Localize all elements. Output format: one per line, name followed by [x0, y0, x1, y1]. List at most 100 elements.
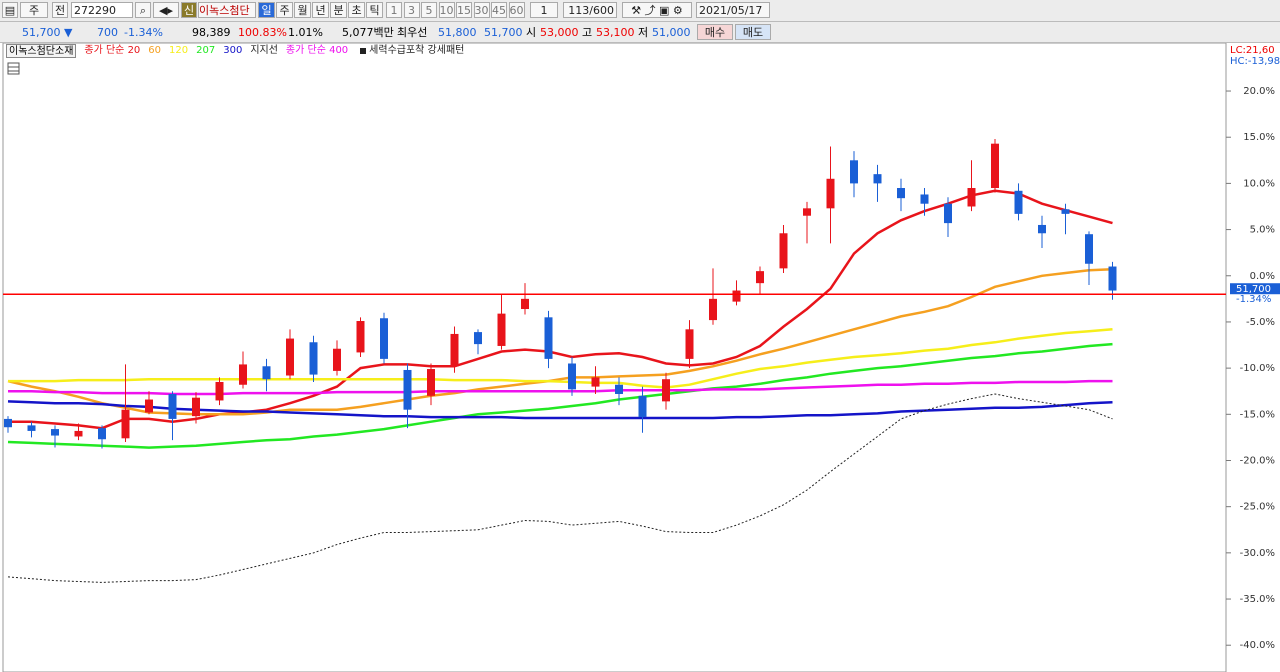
new-badge[interactable]: 신	[181, 2, 197, 18]
ma-line	[8, 189, 1113, 430]
y-tick-label: -40.0%	[1240, 640, 1275, 651]
hc-label: HC:-13,98	[1230, 56, 1280, 67]
legend-entry[interactable]: 300	[223, 45, 243, 56]
interval-button[interactable]: 1	[386, 2, 402, 18]
search-button[interactable]: ⌕	[135, 2, 151, 18]
y-tick-label: 20.0%	[1243, 86, 1275, 97]
candle-body	[239, 364, 247, 385]
legend-entry[interactable]: 종가 단순 20	[84, 45, 141, 56]
y-tick-label: -15.0%	[1240, 409, 1275, 420]
change: 700	[97, 26, 118, 39]
chart: LC:21,60 HC:-13,98 20.0% 15.0% 10.0% 5.0% 0.…	[2, 43, 1280, 672]
candle-body	[356, 321, 365, 353]
candle-body	[944, 203, 952, 224]
candle-body	[403, 369, 412, 410]
candle-body	[168, 393, 177, 419]
candle-body	[1085, 234, 1093, 264]
ma-line	[8, 379, 1113, 396]
period-button[interactable]: 주	[276, 2, 293, 18]
y-tick-label: -35.0%	[1240, 594, 1275, 605]
price-tag-bg	[1230, 283, 1280, 295]
candle-body	[591, 377, 600, 387]
tool-icons[interactable]: ⚒ ⤴ ▣ ⚙	[622, 2, 692, 18]
candle-body	[1108, 266, 1117, 291]
candle-body	[803, 208, 811, 216]
price-tag: 51,700	[1236, 284, 1271, 295]
y-tick-label: -20.0%	[1240, 455, 1275, 466]
interval-button[interactable]: 10	[438, 2, 455, 18]
y-tick-label: -30.0%	[1240, 548, 1275, 559]
candle-body	[333, 348, 341, 371]
interval-button[interactable]: 45	[491, 2, 507, 18]
candle-body	[192, 397, 200, 417]
change-rate: -1.34%	[124, 26, 163, 39]
menu-icon[interactable]: ▤	[2, 2, 18, 18]
grid-icon[interactable]	[7, 62, 20, 75]
candle-body	[756, 271, 764, 284]
candle-body	[215, 381, 224, 401]
candle-body	[74, 430, 83, 437]
y-tick-label: -25.0%	[1240, 502, 1275, 513]
candle-body	[873, 174, 882, 184]
open-label: 시	[526, 26, 537, 39]
interval-button[interactable]: 3	[403, 2, 420, 18]
candle-body	[850, 160, 858, 184]
candle-body	[427, 369, 435, 396]
y-tick-label: -5.0%	[1246, 317, 1275, 328]
volume: 98,389	[192, 26, 231, 39]
count-input[interactable]: 113/600	[563, 2, 617, 18]
best-label: 최우선	[397, 26, 428, 39]
ma-line	[8, 328, 1113, 389]
legend-entry[interactable]: 60	[148, 45, 162, 56]
sell-button[interactable]: 매도	[735, 24, 771, 40]
interval-button[interactable]: 5	[421, 2, 437, 18]
ma-line	[7, 342, 1113, 449]
interval-button[interactable]: 60	[508, 2, 525, 18]
period-type[interactable]: 주	[20, 2, 48, 18]
candle-body	[638, 395, 647, 418]
period-button[interactable]: 월	[294, 2, 311, 18]
candle-body	[1061, 209, 1070, 214]
legend-entry[interactable]: 세력수급포착 강세패턴	[369, 45, 465, 56]
legend-entry[interactable]: 지지선	[250, 45, 278, 56]
open: 53,000	[540, 26, 579, 39]
candle-body	[967, 188, 976, 207]
legend-entry[interactable]: 207	[196, 45, 216, 56]
turnover-rate: 1.01%	[288, 26, 323, 39]
period-button[interactable]: 분	[330, 2, 347, 18]
candle-body	[4, 418, 12, 428]
prev-button[interactable]: 전	[52, 2, 68, 18]
legend-entry[interactable]: 종가 단순 400	[285, 45, 349, 56]
interval-button[interactable]: 30	[473, 2, 490, 18]
period-button[interactable]: 틱	[366, 2, 383, 18]
period-button[interactable]: 년	[312, 2, 329, 18]
candle-body	[121, 409, 130, 439]
buy-button[interactable]: 매수	[697, 24, 733, 40]
price: 51,700 ▼	[22, 26, 73, 39]
y-tick-label: 0.0%	[1250, 271, 1275, 282]
candle-body	[98, 428, 106, 440]
lc-label: LC:21,60	[1230, 45, 1275, 56]
candle-body	[568, 363, 576, 390]
high: 53,100	[596, 26, 635, 39]
step-input[interactable]: 1	[530, 2, 558, 18]
candle-body	[51, 429, 59, 436]
candle-body	[27, 425, 36, 431]
period-button[interactable]: 초	[348, 2, 365, 18]
candle-body	[615, 384, 623, 394]
stock-name[interactable]: 이녹스첨단	[198, 2, 256, 18]
candle-body	[779, 233, 788, 269]
date-input[interactable]: 2021/05/17	[696, 2, 770, 18]
candle-body	[897, 188, 905, 199]
candle-body	[544, 317, 553, 359]
code-input[interactable]: 272290	[71, 2, 133, 18]
period-button[interactable]: 일	[258, 2, 275, 18]
legend-entry[interactable]: 120	[169, 45, 189, 56]
interval-button[interactable]: 15	[456, 2, 472, 18]
candle-body	[1014, 190, 1023, 214]
y-tick-label: -10.0%	[1240, 363, 1275, 374]
y-tick-label: 10.0%	[1243, 178, 1275, 189]
plot-frame	[2, 43, 1227, 672]
arrow-buttons[interactable]: ◀▸	[153, 2, 179, 18]
candle-body	[662, 379, 670, 402]
